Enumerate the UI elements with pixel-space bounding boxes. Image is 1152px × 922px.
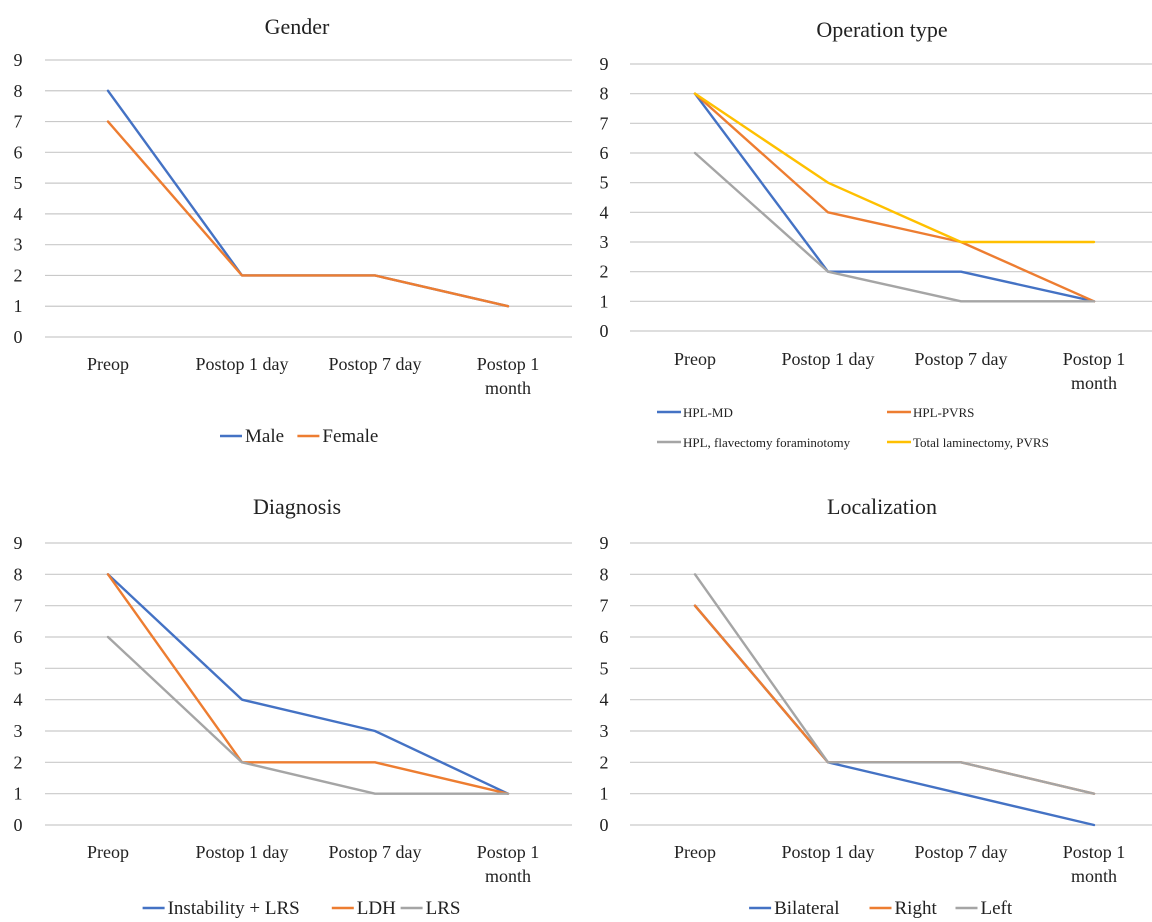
- x-tick-label: Preop: [87, 354, 129, 374]
- y-tick-label: 9: [600, 533, 609, 553]
- x-tick-label: Postop 1 day: [781, 349, 874, 369]
- y-tick-label: 2: [14, 265, 23, 285]
- series-line-hpl-md: [693, 92, 1096, 303]
- x-tick-label: Postop 1 day: [195, 842, 288, 862]
- legend-label: Female: [322, 426, 378, 447]
- legend: HPL-MD HPL-PVRS HPL, flavectomy foraminoto…: [657, 405, 1049, 450]
- y-tick-label: 8: [14, 564, 23, 584]
- y-tick-label: 0: [600, 321, 609, 341]
- y-tick-label: 3: [600, 721, 609, 741]
- y-tick-label: 4: [14, 690, 23, 710]
- series-line-male: [106, 89, 510, 308]
- y-tick-label: 6: [600, 627, 609, 647]
- x-tick-label: Preop: [674, 349, 716, 369]
- y-tick-label: 5: [600, 658, 609, 678]
- legend-label: LDH: [357, 898, 396, 919]
- chart-3: Diagnosis 0 1 2 3 4 5 6 7 8 9 Preop Postop 1 day Post…: [14, 494, 572, 919]
- x-tick-label: Postop 1 day: [781, 842, 874, 862]
- x-tick-label: Postop 1 month: [1063, 349, 1126, 393]
- y-tick-label: 6: [14, 142, 23, 162]
- y-tick-label: 1: [600, 291, 609, 311]
- y-tick-label: 0: [14, 815, 23, 835]
- x-tick-label: Preop: [674, 842, 716, 862]
- x-tick-label: Postop 7 day: [914, 842, 1007, 862]
- y-tick-label: 6: [600, 143, 609, 163]
- legend-label: Total laminectomy, PVRS: [913, 435, 1049, 450]
- chart-4: Localization 0 1 2 3 4 5 6 7 8 9 Preop Postop 1 day P…: [600, 494, 1152, 919]
- legend-label: HPL-PVRS: [913, 405, 974, 420]
- series-line-hpl-flavectomy-foraminotomy: [693, 151, 1096, 303]
- chart-title: Gender: [265, 14, 330, 39]
- x-tick-label: Postop 1 day: [195, 354, 288, 374]
- y-tick-label: 4: [14, 204, 23, 224]
- y-tick-label: 9: [14, 533, 23, 553]
- x-tick-label: Preop: [87, 842, 129, 862]
- y-tick-label: 2: [600, 262, 609, 282]
- legend-label: Male: [245, 426, 284, 447]
- chart-2: Operation type 0 1 2 3 4 5 6 7 8 9 Preop Postop 1 da…: [600, 17, 1152, 450]
- y-tick-label: 5: [600, 173, 609, 193]
- legend-label: Left: [981, 898, 1013, 919]
- y-tick-label: 5: [14, 658, 23, 678]
- series-line-female: [106, 120, 510, 308]
- y-tick-label: 9: [14, 50, 23, 70]
- legend-label: HPL, flavectomy foraminotomy: [683, 435, 851, 450]
- chart-title: Operation type: [816, 17, 947, 42]
- legend-label: Bilateral: [774, 898, 839, 919]
- y-tick-label: 8: [600, 564, 609, 584]
- y-tick-label: 3: [14, 235, 23, 255]
- y-tick-label: 8: [600, 84, 609, 104]
- legend: Male Female: [220, 426, 378, 447]
- y-tick-label: 2: [600, 752, 609, 772]
- y-tick-label: 8: [14, 81, 23, 101]
- x-tick-label: Postop 7 day: [328, 354, 421, 374]
- x-tick-label: Postop 7 day: [914, 349, 1007, 369]
- legend-label: LRS: [426, 898, 461, 919]
- series-line-total-laminectomy-pvrs: [693, 92, 1096, 244]
- x-tick-label: Postop 1 month: [1063, 842, 1126, 886]
- chart-title: Localization: [827, 494, 937, 519]
- y-tick-label: 0: [14, 327, 23, 347]
- series-line-left: [693, 573, 1096, 795]
- y-tick-label: 0: [600, 815, 609, 835]
- legend: Instability + LRS LDH LRS: [142, 898, 461, 919]
- y-tick-label: 7: [600, 596, 609, 616]
- series-line-lrs: [106, 635, 510, 795]
- chart-title: Diagnosis: [253, 494, 341, 519]
- legend-label: Instability + LRS: [168, 898, 300, 919]
- series-line-bilateral: [693, 604, 1096, 827]
- legend-label: Right: [895, 898, 938, 919]
- y-tick-label: 7: [14, 112, 23, 132]
- y-tick-label: 6: [14, 627, 23, 647]
- legend-label: HPL-MD: [683, 405, 733, 420]
- series-line-instability-lrs: [106, 573, 510, 795]
- legend: Bilateral Right Left: [749, 898, 1013, 919]
- y-tick-label: 3: [600, 232, 609, 252]
- series-line-ldh: [106, 573, 510, 795]
- y-tick-label: 4: [600, 202, 609, 222]
- series-line-hpl-pvrs: [693, 92, 1096, 303]
- y-tick-label: 9: [600, 54, 609, 74]
- y-tick-label: 1: [14, 296, 23, 316]
- y-tick-label: 4: [600, 690, 609, 710]
- x-tick-label: Postop 7 day: [328, 842, 421, 862]
- y-tick-label: 7: [600, 113, 609, 133]
- y-tick-label: 2: [14, 752, 23, 772]
- chart-1: Gender 0 1 2 3 4 5 6 7 8 9 Preop Postop 1 day Postop …: [14, 14, 572, 447]
- x-tick-label: Postop 1 month: [477, 354, 540, 398]
- y-tick-label: 3: [14, 721, 23, 741]
- x-tick-label: Postop 1 month: [477, 842, 540, 886]
- y-tick-label: 1: [14, 784, 23, 804]
- y-tick-label: 5: [14, 173, 23, 193]
- y-tick-label: 7: [14, 596, 23, 616]
- y-tick-label: 1: [600, 784, 609, 804]
